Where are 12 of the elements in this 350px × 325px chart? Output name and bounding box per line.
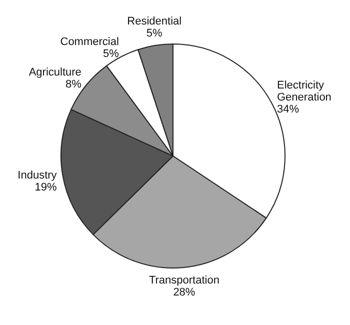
slice-label: Transportation [148,274,220,286]
slice-label: Agriculture [28,66,82,79]
data-label: 19% [34,181,57,194]
slice-label: Electricity Generation [277,79,332,104]
slice-label: Residential [127,15,182,28]
data-label: 8% [66,78,82,91]
data-label: 5% [146,27,163,40]
data-label: 34% [277,103,300,116]
data-label: 28% [173,286,196,298]
slice-label: Commercial [60,36,119,48]
data-label: 5% [103,48,120,60]
slice-label: Industry [18,169,58,182]
